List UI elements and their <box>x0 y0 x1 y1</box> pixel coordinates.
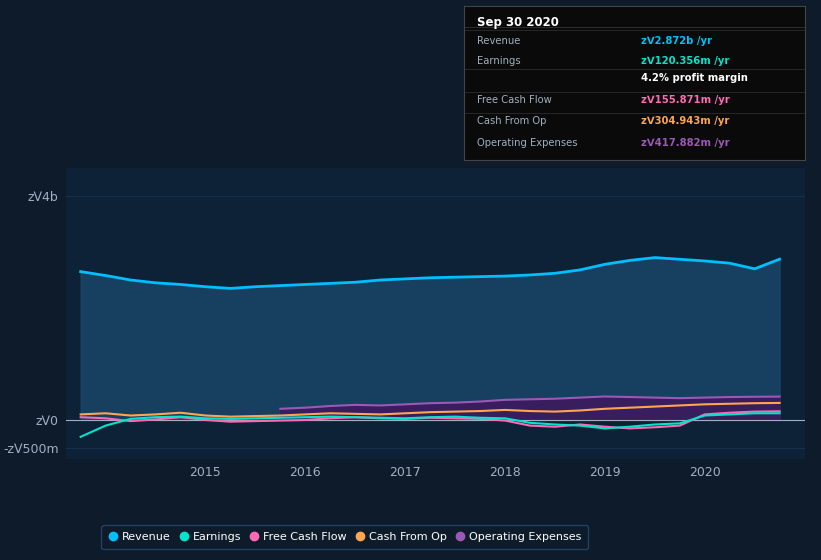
Text: zᐯ304.943m /yr: zᐯ304.943m /yr <box>641 116 729 127</box>
Text: zᐯ155.871m /yr: zᐯ155.871m /yr <box>641 95 730 105</box>
Text: Sep 30 2020: Sep 30 2020 <box>478 16 559 29</box>
Text: Free Cash Flow: Free Cash Flow <box>478 95 553 105</box>
Legend: Revenue, Earnings, Free Cash Flow, Cash From Op, Operating Expenses: Revenue, Earnings, Free Cash Flow, Cash … <box>102 525 588 549</box>
Text: Earnings: Earnings <box>478 57 521 67</box>
Text: zᐯ2.872b /yr: zᐯ2.872b /yr <box>641 36 712 46</box>
Text: zᐯ120.356m /yr: zᐯ120.356m /yr <box>641 57 729 67</box>
Text: Revenue: Revenue <box>478 36 521 46</box>
Text: Operating Expenses: Operating Expenses <box>478 138 578 148</box>
Text: zᐯ417.882m /yr: zᐯ417.882m /yr <box>641 138 730 148</box>
Text: Cash From Op: Cash From Op <box>478 116 547 127</box>
Text: 4.2% profit margin: 4.2% profit margin <box>641 73 748 83</box>
